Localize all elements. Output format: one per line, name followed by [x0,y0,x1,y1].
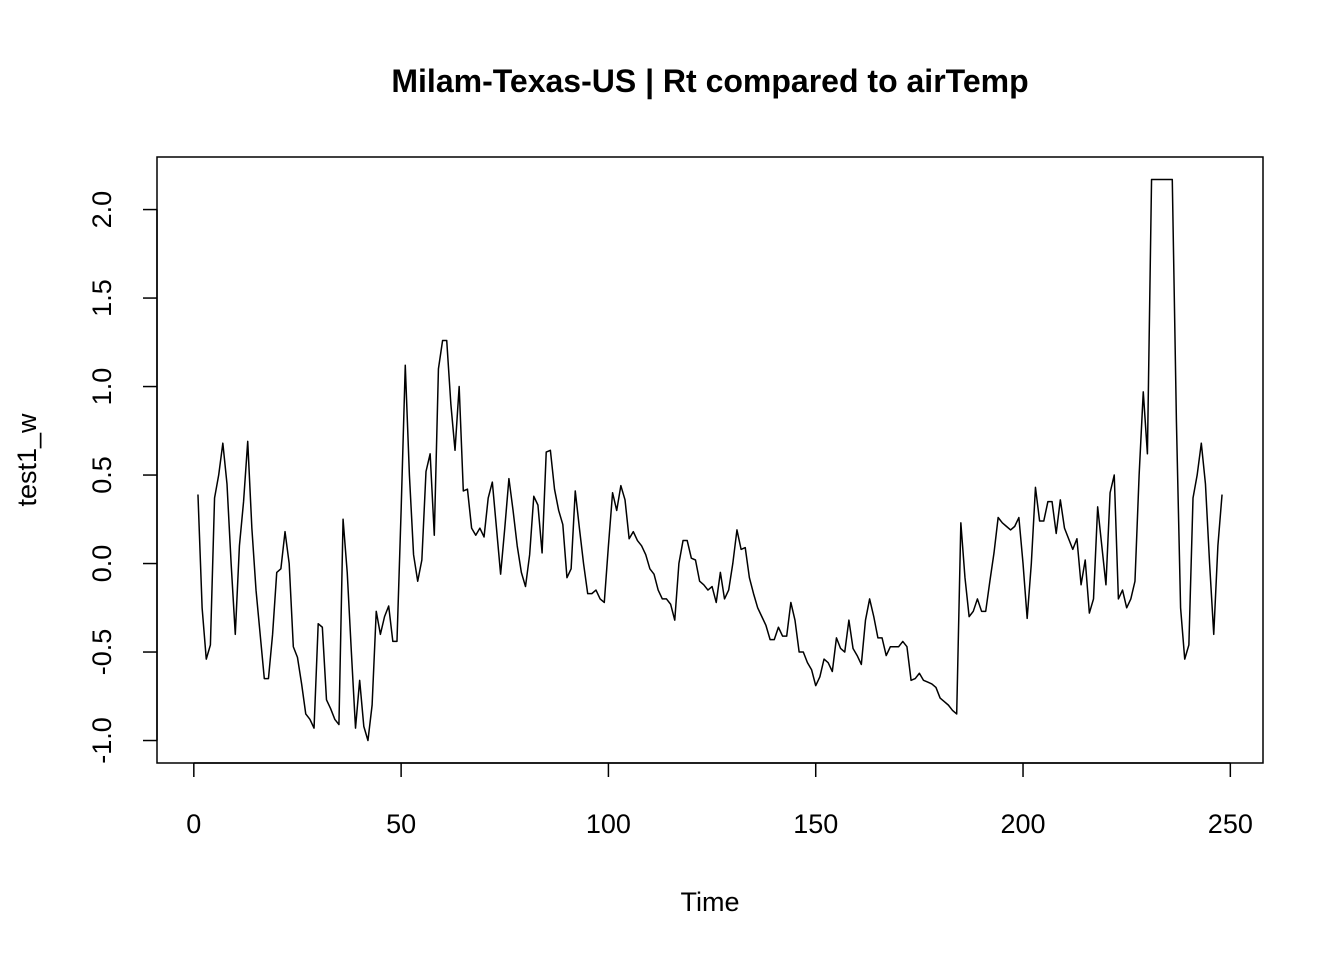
x-axis-label: Time [681,887,740,917]
x-tick-label: 250 [1208,809,1253,839]
y-tick-label: -1.0 [87,717,117,764]
chart-title: Milam-Texas-US | Rt compared to airTemp [391,63,1028,99]
y-tick-label: -0.5 [87,629,117,676]
x-tick-label: 100 [586,809,631,839]
x-tick-label: 150 [793,809,838,839]
x-tick-label: 200 [1000,809,1045,839]
x-tick-label: 50 [386,809,416,839]
series-line [197,178,1223,742]
y-tick-label: 2.0 [87,191,117,229]
y-tick-label: 1.5 [87,279,117,317]
x-tick-label: 0 [186,809,201,839]
y-tick-label: 0.0 [87,545,117,583]
y-axis-label: test1_w [12,413,42,507]
y-tick-label: 0.5 [87,456,117,494]
y-tick-label: 1.0 [87,368,117,406]
plot-box [156,156,1264,764]
